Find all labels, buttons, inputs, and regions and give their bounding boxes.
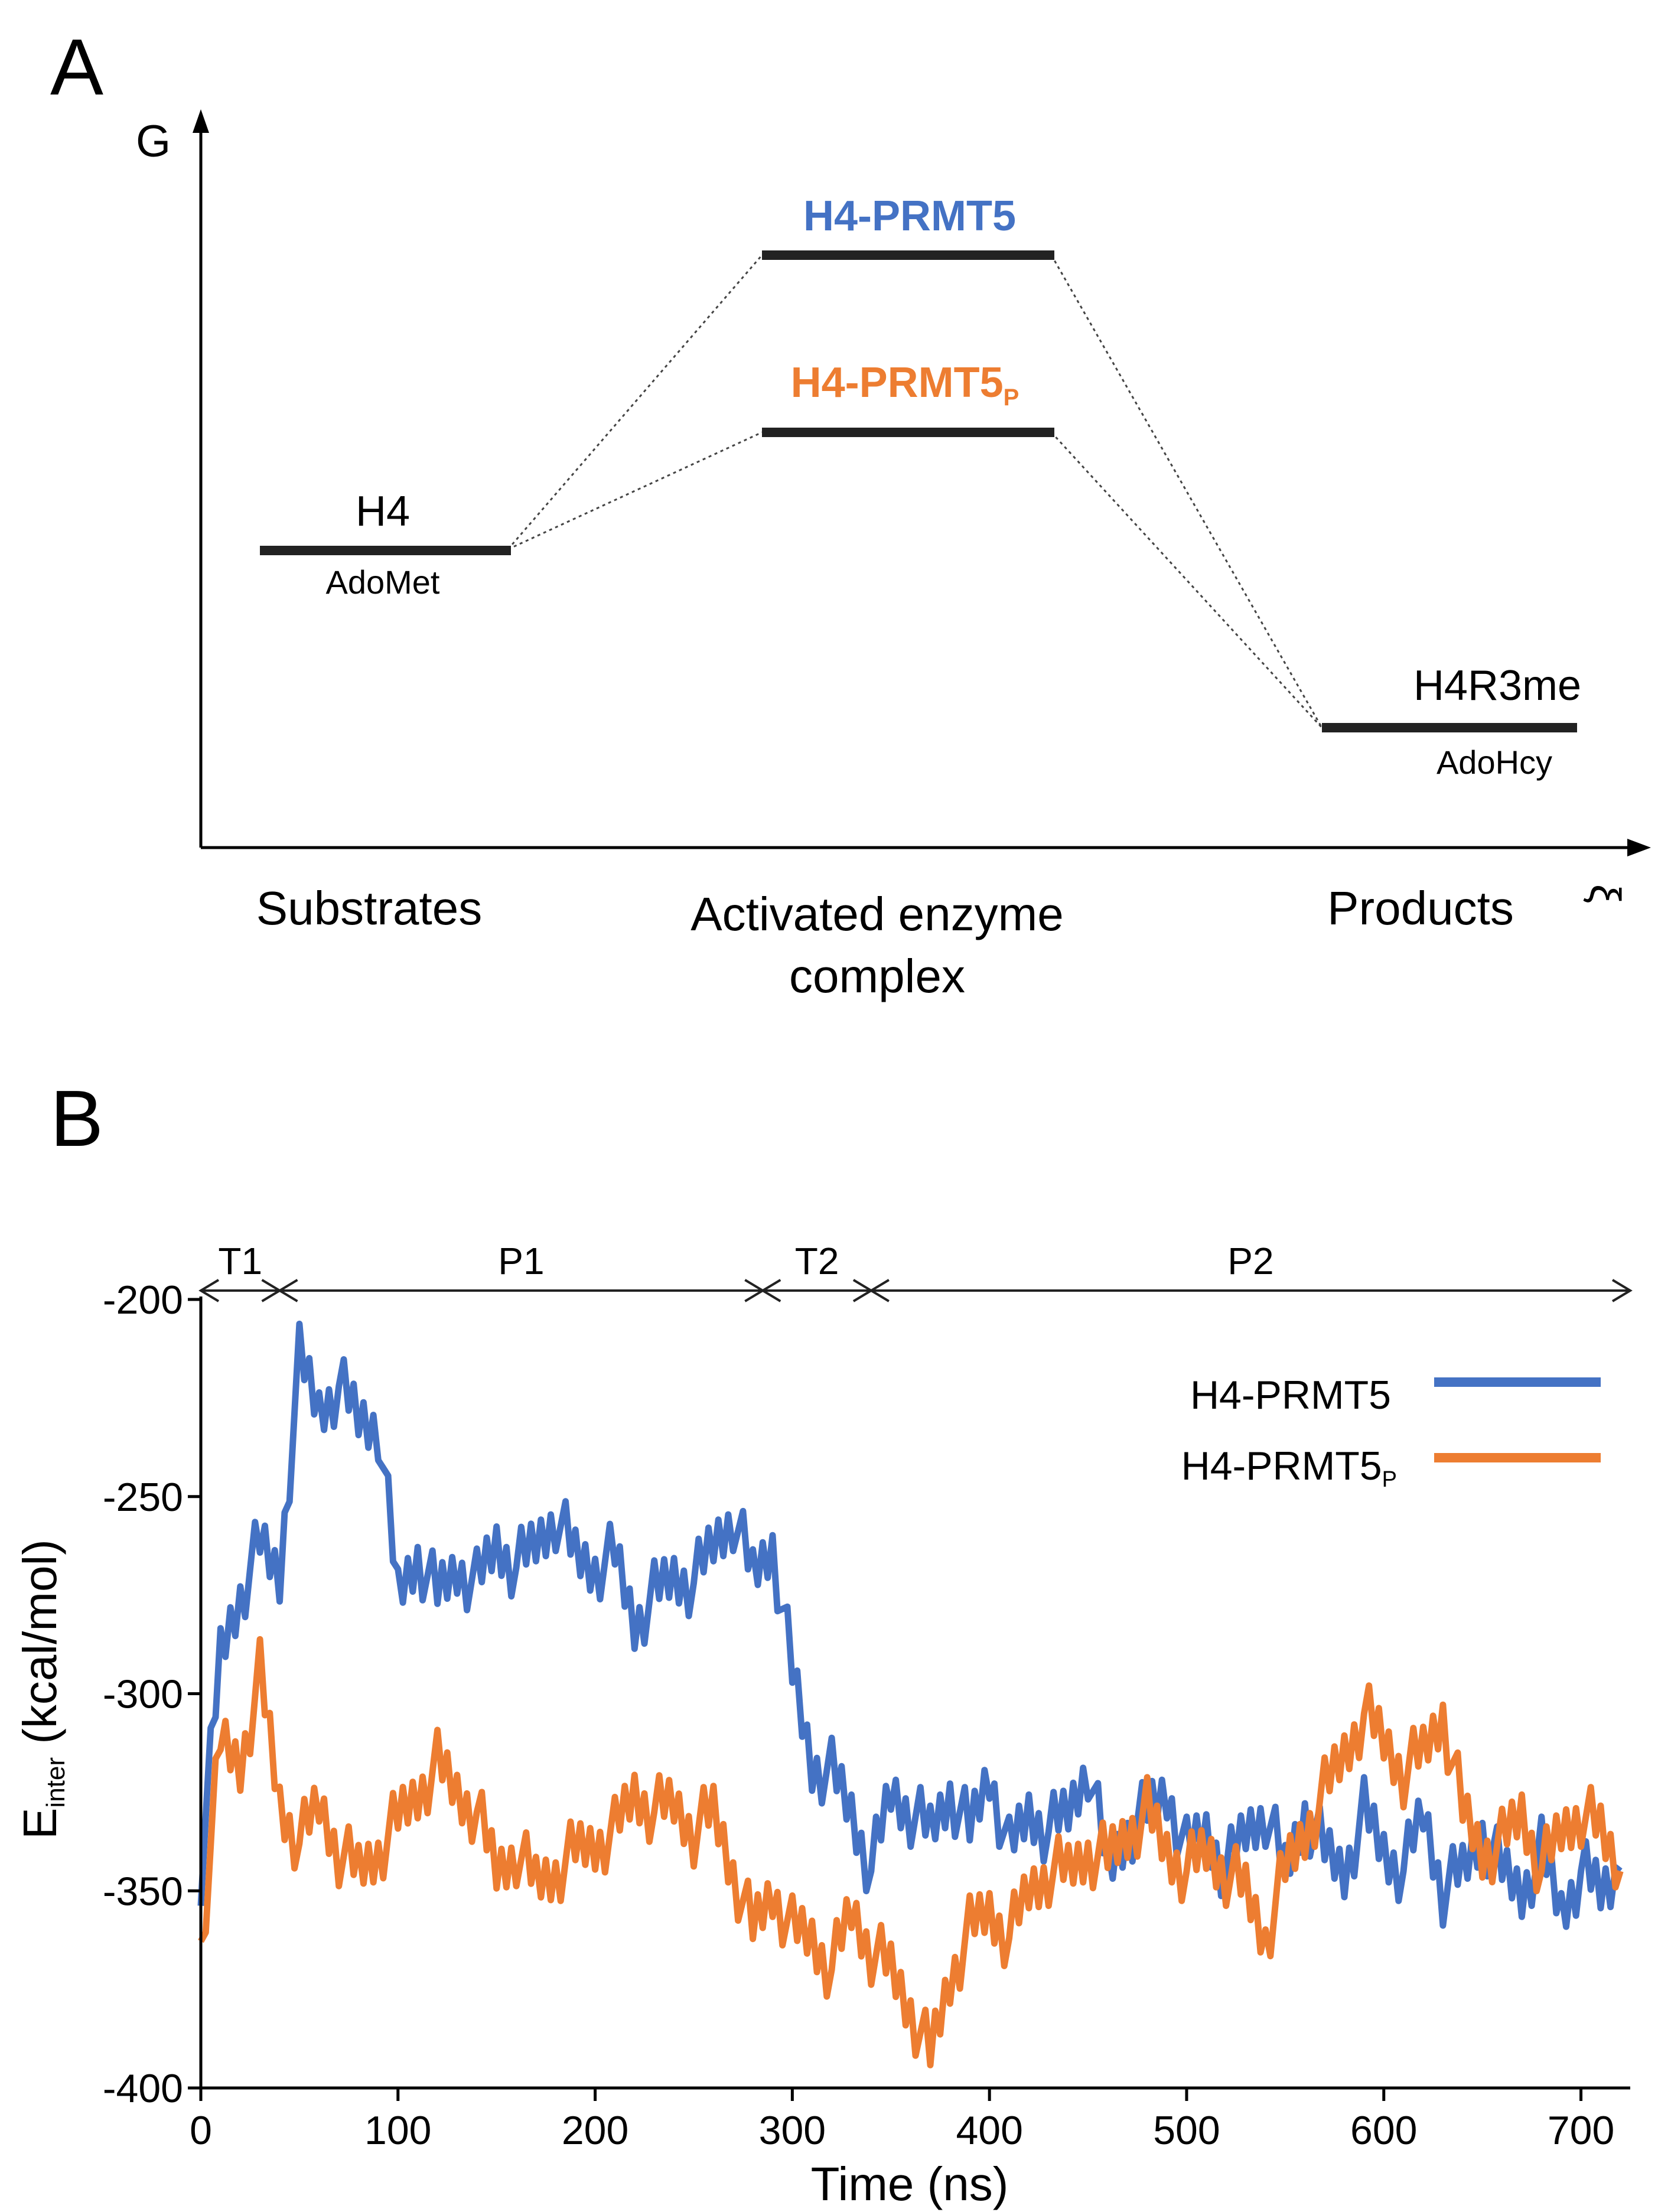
phase-p2-arrowhead-left <box>869 1279 890 1302</box>
axis-xi-label: ξ <box>1581 884 1628 903</box>
axis-xi-arrow <box>1627 839 1651 856</box>
level-label-h4-prmt5p: H4-PRMT5P <box>791 359 1019 411</box>
phase-t1-label: T1 <box>218 1240 262 1282</box>
connector-h4-prmt5p <box>507 431 763 550</box>
x-tick-label: 200 <box>562 2108 628 2153</box>
stage-label-substrates: Substrates <box>256 882 482 934</box>
level-label-h4-prmt5: H4-PRMT5 <box>803 193 1016 240</box>
legend-label-h4-prmt5p: H4-PRMT5P <box>1181 1444 1397 1492</box>
y-tick-label: -300 <box>103 1672 183 1717</box>
energy-timeseries-chart: T1 P1 T2 P2 0 100 200 300 400 500 600 700 -200 -250 -… <box>14 1240 1633 2210</box>
legend-label-h4-prmt5: H4-PRMT5 <box>1190 1373 1391 1418</box>
stage-label-activated: Activated enzyme <box>690 888 1063 940</box>
y-tick-label: -200 <box>103 1278 183 1322</box>
level-sub-adomet: AdoMet <box>326 563 440 601</box>
phase-p2-label: P2 <box>1227 1240 1273 1282</box>
legend: H4-PRMT5 H4-PRMT5P <box>1181 1373 1601 1492</box>
phase-t1-arrowhead-left <box>198 1279 220 1302</box>
y-tick-label: -400 <box>103 2066 183 2111</box>
connector-prmt5-product <box>1050 255 1323 728</box>
series-h4-prmt5-p-line <box>198 1636 1624 2068</box>
x-tick-label: 500 <box>1153 2108 1220 2153</box>
phase-p1-label: P1 <box>498 1240 544 1282</box>
y-axis-title: Einter (kcal/mol) <box>14 1539 70 1839</box>
y-axis-subscript: inter <box>41 1757 70 1808</box>
x-tick-label: 700 <box>1548 2108 1614 2153</box>
y-tick-label: -250 <box>103 1475 183 1520</box>
x-tick-label: 300 <box>759 2108 826 2153</box>
phase-t2-arrowhead-left <box>760 1279 781 1302</box>
connector-prmt5p-product <box>1050 431 1323 729</box>
x-tick-label: 0 <box>190 2108 212 2153</box>
stage-label-complex: complex <box>789 950 965 1002</box>
level-label-h4r3me: H4R3me <box>1413 662 1581 709</box>
level-label-h4: H4 <box>356 488 410 535</box>
phase-annotations: T1 P1 T2 P2 <box>198 1240 1633 1302</box>
stage-label-products: Products <box>1327 882 1514 934</box>
energy-diagram: G ξ H4 AdoMet H4-PRMT5 H4-PRMT5P H4R3me … <box>136 109 1651 1002</box>
phase-p2-arrowhead-right <box>1611 1279 1633 1302</box>
subscript-p: P <box>1004 385 1019 411</box>
ticks: 0 100 200 300 400 500 600 700 -200 -250 -300 -350 -4… <box>103 1278 1614 2153</box>
x-tick-label: 600 <box>1350 2108 1417 2153</box>
axis-g-arrow <box>193 109 209 133</box>
x-tick-label: 100 <box>364 2108 431 2153</box>
phase-t2-label: T2 <box>795 1240 839 1282</box>
x-axis-title: Time (ns) <box>811 2158 1009 2210</box>
axes <box>199 1296 1630 2090</box>
connector-h4-prmt5 <box>507 255 763 550</box>
panel-label-a: A <box>50 22 103 112</box>
series-lines <box>197 1320 1624 2068</box>
phase-p1-arrowhead-left <box>277 1279 298 1302</box>
level-sub-adohcy: AdoHcy <box>1437 744 1552 781</box>
legend-subscript-p: P <box>1382 1467 1397 1492</box>
axis-g-label: G <box>136 116 171 167</box>
series-h4-prmt5-line <box>197 1320 1623 1930</box>
y-tick-label: -350 <box>103 1869 183 1914</box>
x-tick-label: 400 <box>956 2108 1022 2153</box>
panel-label-b: B <box>50 1074 103 1163</box>
